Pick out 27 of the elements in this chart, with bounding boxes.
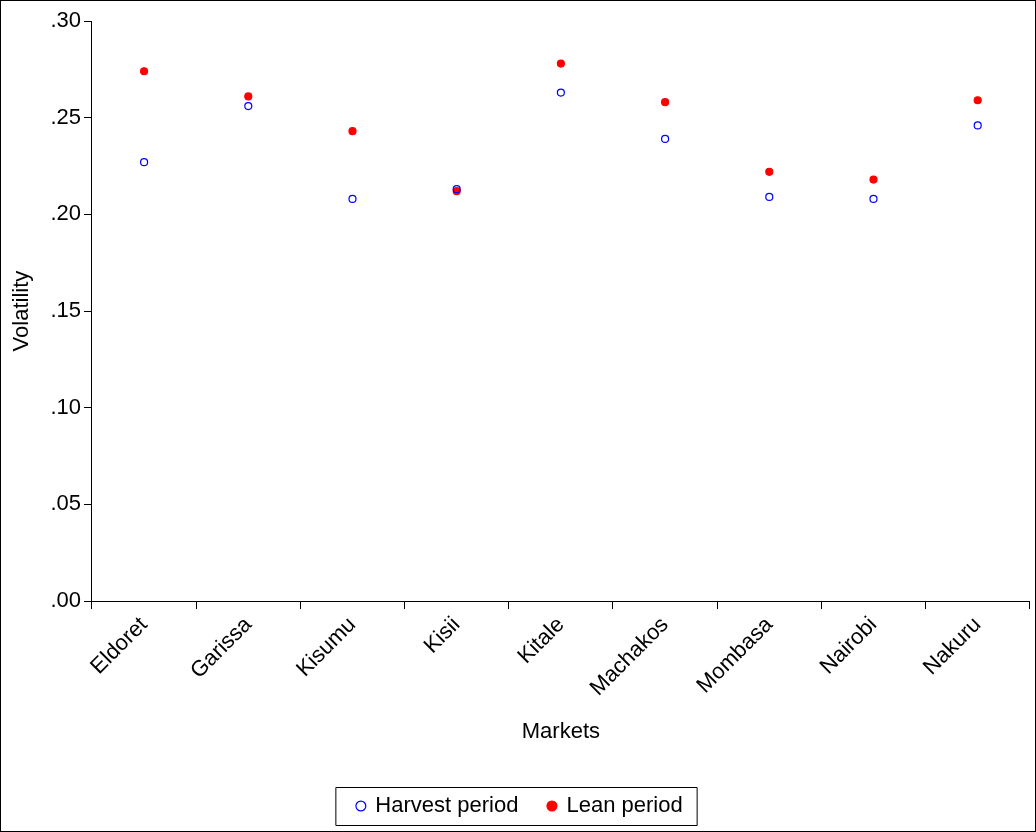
point xyxy=(556,88,565,97)
y-tick-label: .30 xyxy=(50,7,81,33)
point xyxy=(973,96,982,105)
legend-label: Harvest period xyxy=(375,792,519,818)
y-tick-label: .25 xyxy=(50,103,81,129)
point xyxy=(244,101,253,111)
y-tick-label: .00 xyxy=(50,587,81,613)
point xyxy=(869,175,878,184)
point xyxy=(765,167,774,176)
point xyxy=(139,158,149,167)
point xyxy=(556,59,565,68)
legend-label: Lean period xyxy=(566,792,683,818)
y-axis-title: Volatility xyxy=(8,270,34,352)
point xyxy=(765,192,774,202)
y-tick-label: .05 xyxy=(50,490,81,516)
y-tick-label: .15 xyxy=(50,297,81,323)
point xyxy=(348,127,357,136)
y-tick-label: .10 xyxy=(50,393,81,419)
point xyxy=(660,98,670,107)
point xyxy=(660,134,670,144)
point xyxy=(348,194,357,203)
point xyxy=(244,92,253,101)
point xyxy=(139,67,149,76)
x-axis-title: Markets xyxy=(521,717,601,743)
point xyxy=(973,121,982,130)
point xyxy=(869,194,878,203)
y-tick-label: .20 xyxy=(50,200,81,226)
